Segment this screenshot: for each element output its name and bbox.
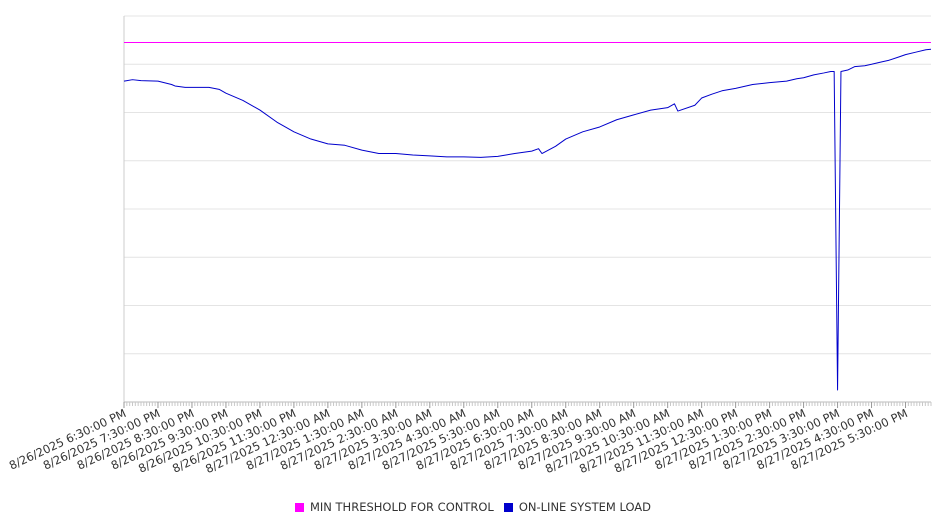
legend-swatch-load xyxy=(503,502,513,512)
x-axis xyxy=(123,16,932,408)
x-tick-labels: 8/26/2025 6:30:00 PM8/26/2025 7:30:00 PM… xyxy=(7,406,910,476)
legend-item-threshold[interactable]: MIN THRESHOLD FOR CONTROL xyxy=(294,500,494,514)
series-line-load xyxy=(123,48,932,391)
legend-swatch-threshold xyxy=(294,502,304,512)
legend-label-load: ON-LINE SYSTEM LOAD xyxy=(518,500,652,514)
series-layer xyxy=(123,42,932,391)
legend: MIN THRESHOLD FOR CONTROL ON-LINE SYSTEM… xyxy=(0,498,946,516)
legend-item-load[interactable]: ON-LINE SYSTEM LOAD xyxy=(503,500,652,514)
grid-lines xyxy=(124,15,931,403)
legend-label-threshold: MIN THRESHOLD FOR CONTROL xyxy=(309,500,494,514)
